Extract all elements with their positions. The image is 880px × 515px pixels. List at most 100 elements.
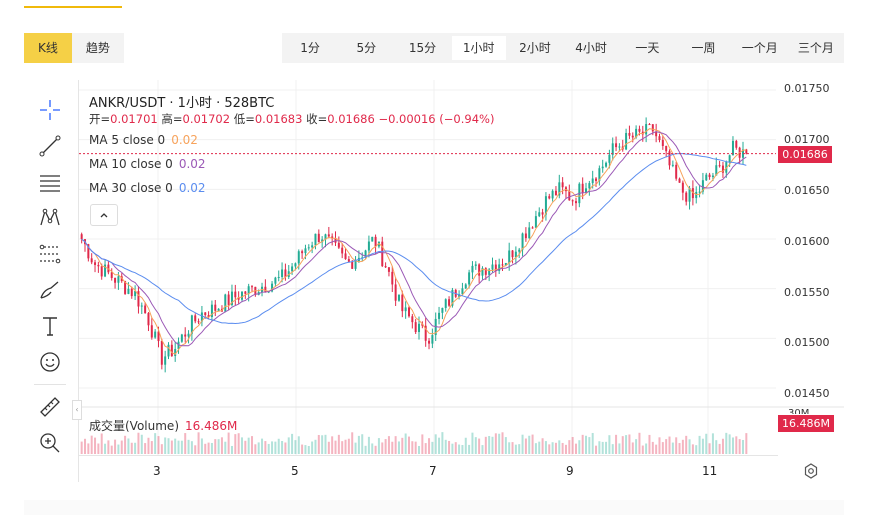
volume-bar (377, 438, 380, 454)
emoji-tool[interactable] (32, 344, 68, 380)
ma30-row[interactable]: MA 30 close 0 0.02 (89, 176, 494, 200)
volume-bar (384, 439, 387, 454)
chart-settings-button[interactable] (802, 462, 820, 480)
ma10-value: 0.02 (178, 157, 206, 171)
interval-1d[interactable]: 一天 (635, 41, 660, 55)
candle-body (384, 266, 387, 268)
brush-tool[interactable] (32, 272, 68, 308)
volume-bar (331, 436, 334, 454)
price-axis[interactable]: 0.01750 0.01700 0.01650 0.01600 0.01550 … (776, 80, 844, 410)
candle-body (658, 136, 661, 141)
volume-bar (190, 441, 193, 454)
collapse-legend-button[interactable] (90, 204, 118, 226)
volume-bar (635, 439, 638, 454)
candle-body (474, 264, 477, 266)
volume-bar (394, 436, 397, 454)
interval-1w[interactable]: 一周 (691, 41, 716, 55)
zoom-tool[interactable] (32, 425, 68, 461)
horizontal-lines-tool[interactable] (32, 164, 68, 200)
volume-bar (367, 436, 370, 454)
tab-trend[interactable]: 趋势 (71, 33, 124, 63)
volume-bar (528, 435, 531, 454)
candle-body (117, 276, 120, 283)
volume-label: 成交量(Volume) (89, 419, 179, 433)
candle-body (638, 128, 641, 132)
candle-body (214, 304, 217, 311)
volume-bar (608, 435, 611, 454)
text-tool[interactable] (32, 308, 68, 344)
candle-body (611, 143, 614, 155)
candle-body (251, 286, 254, 288)
candle-body (301, 251, 304, 254)
candle-body (204, 312, 207, 316)
volume-bar (180, 440, 183, 454)
volume-bar (438, 437, 441, 454)
volume-bar (327, 441, 330, 454)
candle-body (167, 344, 170, 357)
volume-bar (247, 437, 250, 454)
volume-bar (628, 434, 631, 454)
interval-5m[interactable]: 5分 (356, 41, 377, 55)
drawing-toolbar (32, 92, 68, 461)
volume-bar (210, 442, 213, 454)
top-accent-line (24, 6, 122, 8)
candle-body (628, 132, 631, 136)
candle-body (671, 164, 674, 166)
ma30-line (81, 153, 747, 325)
volume-bar (468, 444, 471, 454)
candle-body (481, 268, 484, 276)
volume-bar (174, 438, 177, 454)
fib-tool[interactable] (32, 236, 68, 272)
volume-bar (321, 435, 324, 454)
ma10-row[interactable]: MA 10 close 0 0.02 (89, 152, 494, 176)
toolbar-divider (34, 384, 66, 385)
volume-bar (538, 441, 541, 454)
volume-bar (484, 436, 487, 454)
volume-bar (431, 441, 434, 454)
price-tick: 0.01700 (784, 133, 830, 146)
volume-bar (715, 440, 718, 454)
time-axis[interactable]: 3 5 7 9 11 (78, 455, 778, 484)
pane-collapse-handle[interactable]: ‹ (72, 400, 82, 420)
candle-body (595, 178, 598, 181)
volume-bar (588, 437, 591, 454)
volume-bar (414, 441, 417, 454)
interval-1m[interactable]: 1分 (300, 41, 320, 55)
candle-body (80, 234, 83, 240)
interval-1h[interactable]: 1小时 (451, 36, 506, 60)
volume-bar (311, 441, 314, 454)
smiley-icon (40, 352, 60, 372)
ruler-tool[interactable] (32, 389, 68, 425)
interval-2h[interactable]: 2小时 (519, 41, 551, 55)
candle-body (124, 281, 127, 294)
volume-tag: 16.486M (778, 415, 834, 432)
volume-value: 16.486M (185, 419, 238, 433)
candle-body (688, 188, 691, 202)
high-value: 0.01702 (182, 112, 231, 126)
pattern-tool[interactable] (32, 200, 68, 236)
volume-bar (658, 437, 661, 454)
volume-bar (451, 443, 454, 454)
interval-1mo[interactable]: 一个月 (741, 41, 778, 55)
candle-body (174, 349, 177, 356)
interval-15m[interactable]: 15分 (408, 41, 437, 55)
tab-kline[interactable]: K线 (24, 33, 72, 63)
volume-bar (170, 440, 173, 454)
volume-bar (728, 434, 731, 454)
interval-4h[interactable]: 4小时 (575, 41, 607, 55)
close-label: 收= (306, 112, 328, 126)
volume-bar (738, 439, 741, 454)
candle-body (651, 124, 654, 132)
crosshair-tool[interactable] (32, 92, 68, 128)
volume-bar (454, 442, 457, 454)
volume-bar (240, 437, 243, 454)
volume-bar (284, 442, 287, 454)
candle-body (154, 331, 157, 338)
candle-body (631, 135, 634, 138)
volume-bar (615, 434, 618, 454)
candle-body (518, 249, 521, 252)
interval-3mo[interactable]: 三个月 (797, 41, 834, 55)
trendline-tool[interactable] (32, 128, 68, 164)
ma5-row[interactable]: MA 5 close 0 0.02 (89, 128, 494, 152)
